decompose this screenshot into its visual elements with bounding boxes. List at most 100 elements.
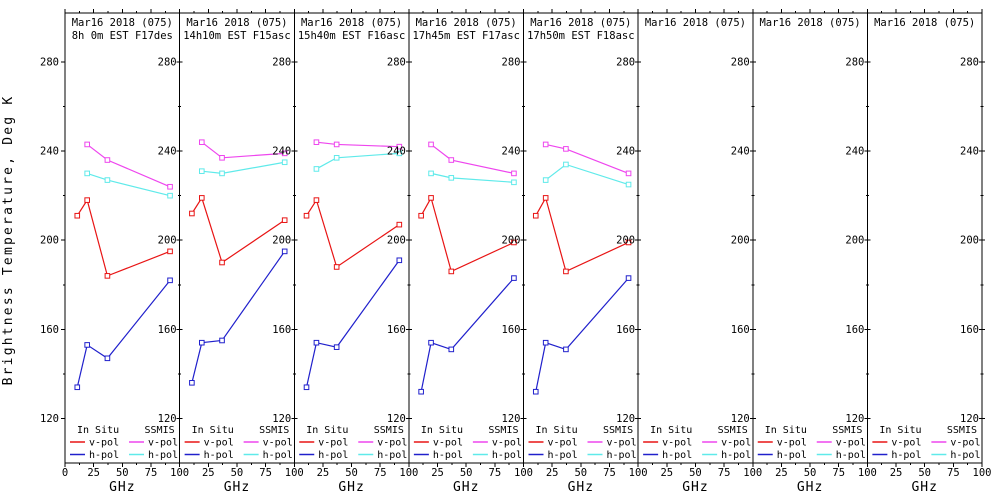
panel-1: Mar16 2018 (075)8h 0m EST F17des 120 120 16… [40, 9, 189, 495]
legend-header-ssmis: SSMIS [488, 425, 518, 436]
series-line-insitu_v [420, 196, 515, 273]
legend-label-ssmis: v-pol [721, 438, 751, 449]
x-tick-label: 25 [546, 467, 559, 479]
y-tick-label: 120 [272, 413, 291, 425]
data-point-marker [428, 141, 434, 148]
data-point-marker [313, 139, 320, 146]
y-tick-label-outer: 160 [40, 324, 59, 336]
legend-label-insitu: v-pol [662, 438, 692, 449]
legend-header-insitu: In Situ [879, 425, 921, 436]
series-markers-ssmis_h [428, 170, 517, 186]
data-point-marker [199, 339, 205, 346]
y-tick-label: 120 [387, 413, 406, 425]
data-point-marker [563, 268, 569, 275]
data-point-marker [84, 197, 90, 203]
legend-header-insitu: In Situ [192, 425, 234, 436]
data-point-marker [167, 248, 173, 255]
y-tick-label: 120 [158, 413, 177, 425]
series-markers-ssmis_h [84, 170, 173, 199]
legend-label-insitu: h-pol [318, 450, 348, 461]
data-point-marker [313, 166, 320, 172]
x-tick-label: 75 [489, 467, 502, 479]
legend-label-ssmis: h-pol [377, 450, 407, 461]
panel-labels: Mar16 2018 (075) 120 160 200 240 280 25 50 75 100… [757, 17, 877, 495]
legend-label-insitu: v-pol [433, 438, 463, 449]
legend-label-insitu: v-pol [89, 438, 119, 449]
x-tick-label: 75 [374, 467, 387, 479]
y-tick-label: 160 [616, 324, 635, 336]
data-point-marker [104, 355, 111, 362]
x-axis-title: GHz [568, 480, 594, 495]
panel-5: Mar16 2018 (075)17h50m EST F18asc 120 160 2… [523, 9, 648, 495]
x-tick-label: 75 [259, 467, 272, 479]
data-point-marker [542, 177, 549, 183]
x-tick-label: 50 [804, 467, 817, 479]
panel-series [418, 141, 517, 395]
panel-title: Mar16 2018 (075) [186, 17, 287, 29]
legend-header-ssmis: SSMIS [374, 425, 404, 436]
data-point-marker [448, 346, 455, 353]
series-markers-ssmis_h [199, 159, 288, 177]
data-point-marker [511, 239, 517, 246]
y-tick-label: 200 [387, 235, 406, 247]
panel-labels: Mar16 2018 (075)17h45m EST F17asc 120 160 2… [412, 17, 533, 495]
panel-subtitle: 15h40m EST F16asc [298, 30, 405, 42]
series-line-insitu_v [76, 198, 171, 277]
series-line-insitu_h [76, 279, 171, 388]
legend-header-insitu: In Situ [306, 425, 348, 436]
data-point-marker [563, 346, 569, 353]
x-tick-label: 0 [62, 467, 68, 479]
y-tick-label: 240 [158, 146, 177, 158]
data-point-marker [625, 170, 632, 177]
x-tick-label: 25 [202, 467, 215, 479]
x-tick-label: 100 [170, 467, 189, 479]
series-line-ssmis_h [430, 172, 514, 183]
series-markers-insitu_v [532, 195, 632, 275]
legend-header-insitu: In Situ [765, 425, 807, 436]
legend-label-insitu: v-pol [318, 438, 348, 449]
data-point-marker [74, 384, 81, 391]
y-tick-label: 280 [158, 57, 177, 69]
data-point-marker [625, 275, 632, 281]
legend-label-insitu: v-pol [891, 438, 921, 449]
y-tick-label: 160 [845, 324, 864, 336]
data-point-marker [418, 212, 424, 219]
x-tick-label: 25 [775, 467, 788, 479]
data-point-marker [532, 388, 539, 395]
x-tick-label: 100 [399, 467, 418, 479]
data-point-marker [84, 342, 90, 348]
series-line-insitu_v [535, 196, 629, 273]
y-tick-label: 200 [960, 235, 979, 247]
data-point-marker [303, 212, 310, 219]
x-tick-label: 50 [460, 467, 473, 479]
data-point-marker [428, 195, 434, 201]
data-point-marker [84, 170, 90, 177]
series-markers-ssmis_v [428, 141, 517, 177]
data-point-marker [313, 339, 320, 346]
y-tick-label: 280 [272, 57, 291, 69]
data-point-marker [167, 183, 173, 190]
x-tick-label: 50 [918, 467, 931, 479]
data-point-marker [448, 175, 455, 181]
data-point-marker [428, 170, 434, 177]
data-point-marker [542, 339, 549, 346]
x-tick-label: 25 [431, 467, 444, 479]
x-tick-label: 100 [514, 467, 533, 479]
panel-2: Mar16 2018 (075)14h10m EST F15asc 120 160 2… [179, 9, 304, 495]
data-point-marker [199, 139, 205, 146]
data-point-marker [396, 143, 403, 150]
x-axis-title: GHz [224, 480, 250, 495]
x-tick-label: 25 [890, 467, 903, 479]
y-tick-label: 280 [616, 57, 635, 69]
data-point-marker [219, 337, 225, 344]
legend-header-ssmis: SSMIS [947, 425, 977, 436]
series-markers-insitu_h [189, 248, 288, 386]
panel-labels: Mar16 2018 (075)15h40m EST F16asc 120 160 2… [298, 17, 419, 495]
y-tick-label-outer: 120 [40, 413, 59, 425]
series-markers-ssmis_v [313, 139, 403, 150]
series-markers-ssmis_v [542, 141, 632, 177]
panel-series [189, 139, 288, 386]
y-tick-label: 280 [845, 57, 864, 69]
y-tick-label: 160 [731, 324, 750, 336]
y-tick-label: 200 [502, 235, 521, 247]
